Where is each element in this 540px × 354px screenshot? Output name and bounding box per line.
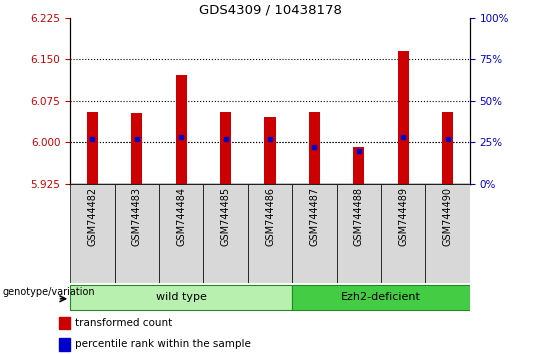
Bar — [292, 285, 470, 310]
Bar — [204, 184, 248, 283]
Bar — [248, 184, 292, 283]
Bar — [176, 75, 187, 184]
Text: percentile rank within the sample: percentile rank within the sample — [75, 339, 251, 349]
Bar — [87, 112, 98, 184]
Text: GSM744483: GSM744483 — [132, 187, 142, 246]
Bar — [397, 51, 409, 184]
Bar — [265, 117, 275, 184]
Bar — [131, 113, 143, 184]
Text: GSM744485: GSM744485 — [221, 187, 231, 246]
Text: Ezh2-deficient: Ezh2-deficient — [341, 292, 421, 302]
Bar — [309, 112, 320, 184]
Bar — [353, 147, 365, 184]
Bar — [336, 184, 381, 283]
Bar — [114, 184, 159, 283]
Bar — [381, 184, 426, 283]
Bar — [59, 338, 70, 350]
Bar — [70, 184, 114, 283]
Bar — [292, 184, 336, 283]
Text: GSM744482: GSM744482 — [87, 187, 97, 246]
Text: GSM744487: GSM744487 — [309, 187, 319, 246]
Text: GSM744488: GSM744488 — [354, 187, 364, 246]
Text: transformed count: transformed count — [75, 318, 172, 328]
Text: genotype/variation: genotype/variation — [3, 287, 96, 297]
Text: GSM744486: GSM744486 — [265, 187, 275, 246]
Bar — [70, 285, 292, 310]
Bar — [220, 112, 231, 184]
Text: GSM744489: GSM744489 — [398, 187, 408, 246]
Title: GDS4309 / 10438178: GDS4309 / 10438178 — [199, 4, 341, 17]
Bar — [59, 316, 70, 329]
Text: GSM744490: GSM744490 — [443, 187, 453, 246]
Text: wild type: wild type — [156, 292, 207, 302]
Text: GSM744484: GSM744484 — [176, 187, 186, 246]
Bar — [426, 184, 470, 283]
Bar — [442, 112, 453, 184]
Bar — [159, 184, 204, 283]
